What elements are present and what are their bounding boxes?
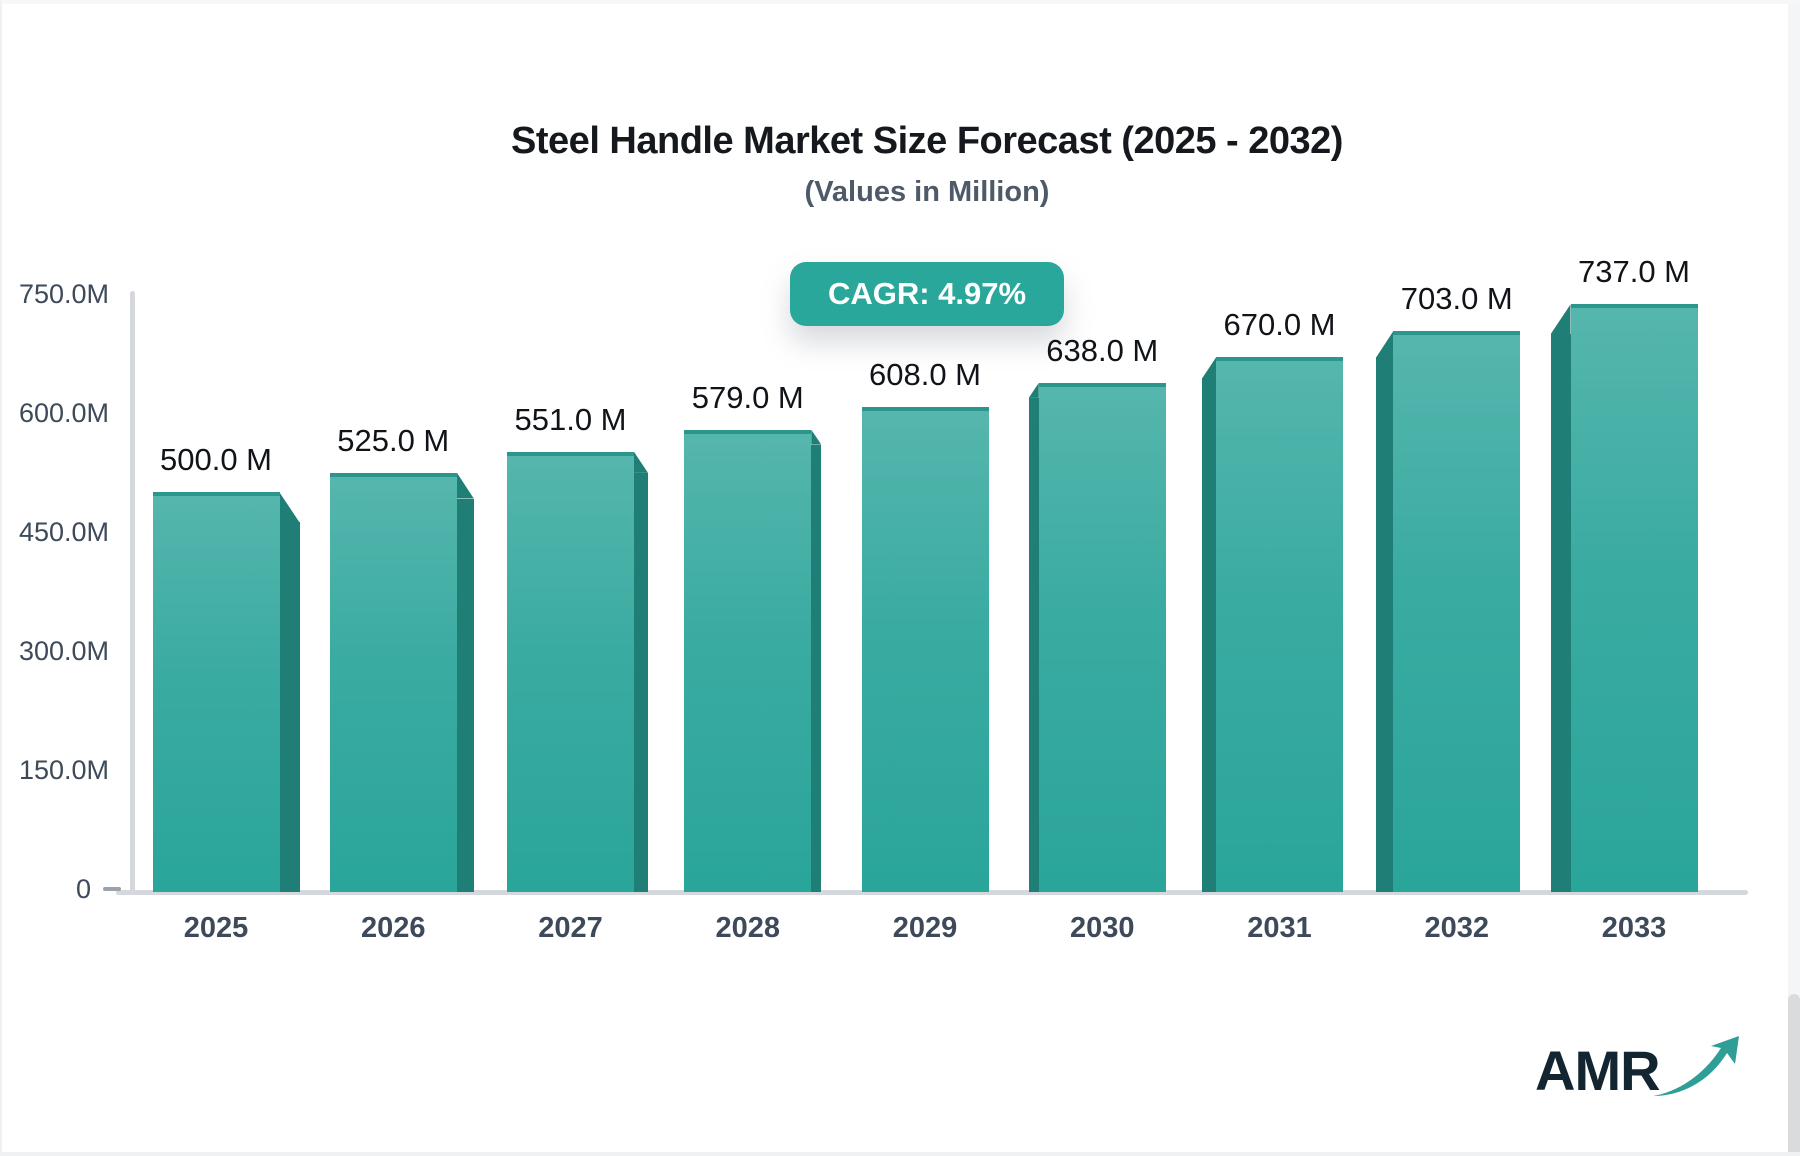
x-axis-label-2029: 2029 bbox=[892, 912, 958, 944]
cagr-badge-label: CAGR: 4.97% bbox=[827, 276, 1027, 311]
amr-logo: AMR bbox=[1535, 1036, 1739, 1118]
bar-2030[interactable] bbox=[1028, 382, 1166, 892]
bar-side-face bbox=[456, 498, 474, 892]
scrollbar-thumb[interactable] bbox=[1788, 994, 1800, 1152]
y-tick-label: 750.0M bbox=[18, 279, 109, 309]
bar-side-face bbox=[811, 444, 822, 892]
y-tick-label: 0 bbox=[75, 874, 91, 904]
x-axis-label-2028: 2028 bbox=[715, 912, 780, 944]
bar-side-top-bevel bbox=[279, 492, 300, 523]
amr-logo-text: AMR bbox=[1535, 1039, 1661, 1102]
y-tick-label: 450.0M bbox=[18, 517, 109, 547]
scrollbar-track[interactable] bbox=[1788, 4, 1800, 1152]
bar-2033[interactable] bbox=[1550, 304, 1698, 892]
bar-front-face bbox=[1216, 357, 1343, 892]
x-axis-label-2026: 2026 bbox=[360, 912, 426, 944]
bar-2026[interactable] bbox=[329, 472, 474, 892]
bar-front-face bbox=[684, 429, 812, 892]
bar-side-top-bevel bbox=[1028, 382, 1039, 398]
x-axis-label-2033: 2033 bbox=[1601, 912, 1667, 944]
x-axis-label-2031: 2031 bbox=[1247, 912, 1312, 944]
bar-value-label: 670.0 M bbox=[1223, 307, 1336, 343]
bar-2029[interactable] bbox=[861, 406, 989, 892]
y-tick-label: 300.0M bbox=[18, 636, 109, 666]
x-axis-label-2032: 2032 bbox=[1424, 912, 1489, 944]
bar-front-face bbox=[861, 406, 989, 892]
bar-side-top-bevel bbox=[1202, 357, 1216, 379]
bar-side-face bbox=[1376, 357, 1394, 892]
y-tick-label: 600.0M bbox=[18, 398, 109, 428]
bar-value-label: 525.0 M bbox=[337, 422, 450, 458]
bar-2032[interactable] bbox=[1376, 331, 1521, 892]
bar-2028[interactable] bbox=[684, 429, 822, 892]
zero-tick-mark bbox=[103, 887, 121, 891]
bar-side-top-bevel bbox=[456, 472, 474, 499]
bar-side-top-bevel bbox=[634, 451, 648, 473]
bar-value-label: 551.0 M bbox=[514, 401, 627, 437]
bar-side-face bbox=[634, 472, 648, 892]
cagr-badge: CAGR: 4.97% bbox=[790, 262, 1064, 326]
chart-subtitle: (Values in Million) bbox=[804, 176, 1050, 208]
bar-value-label: 579.0 M bbox=[691, 379, 804, 415]
bar-front-face bbox=[1393, 331, 1521, 892]
y-axis-line bbox=[130, 291, 135, 893]
bar-front-face bbox=[507, 451, 634, 892]
y-tick-label: 150.0M bbox=[18, 755, 109, 785]
bar-value-label: 608.0 M bbox=[868, 356, 981, 392]
x-axis-label-2030: 2030 bbox=[1069, 912, 1135, 944]
bar-2027[interactable] bbox=[507, 451, 648, 892]
bar-side-face bbox=[279, 522, 300, 892]
bar-2031[interactable] bbox=[1202, 357, 1343, 892]
bar-side-top-bevel bbox=[811, 429, 822, 445]
bar-side-face bbox=[1202, 378, 1216, 892]
bar-value-label: 500.0 M bbox=[159, 442, 272, 478]
bar-side-face bbox=[1028, 397, 1039, 892]
bar-value-label: 638.0 M bbox=[1046, 332, 1159, 368]
bar-front-face bbox=[152, 492, 280, 892]
bar-value-label: 703.0 M bbox=[1400, 281, 1513, 317]
x-axis-label-2027: 2027 bbox=[538, 912, 603, 944]
chart-title: Steel Handle Market Size Forecast (2025 … bbox=[511, 120, 1343, 162]
bar-value-label: 737.0 M bbox=[1577, 254, 1690, 290]
bar-side-face bbox=[1550, 334, 1571, 892]
x-axis-line bbox=[116, 890, 1748, 895]
x-axis-label-2025: 2025 bbox=[183, 912, 249, 944]
bar-front-face bbox=[329, 472, 457, 892]
bar-front-face bbox=[1038, 382, 1166, 892]
bar-front-face bbox=[1570, 304, 1698, 892]
bar-2025[interactable] bbox=[152, 492, 300, 892]
growth-arrow-icon bbox=[1653, 1036, 1739, 1096]
